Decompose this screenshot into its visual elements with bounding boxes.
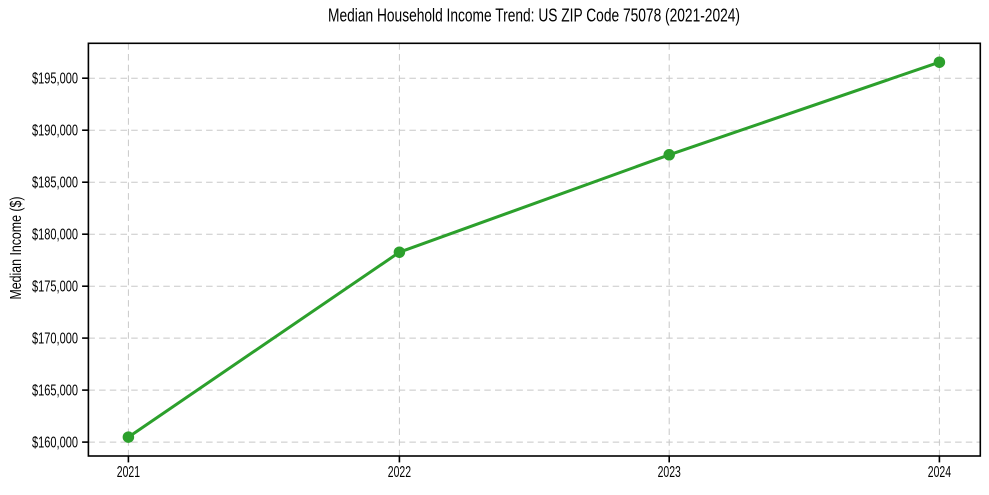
svg-text:$195,000: $195,000 [32,71,78,88]
svg-text:2021: 2021 [117,464,140,481]
svg-text:Median Income ($): Median Income ($) [8,197,25,300]
svg-text:2022: 2022 [388,464,411,481]
svg-text:$165,000: $165,000 [32,383,78,400]
svg-text:2024: 2024 [928,464,951,481]
svg-text:$160,000: $160,000 [32,435,78,452]
svg-text:$175,000: $175,000 [32,279,78,296]
svg-text:$185,000: $185,000 [32,175,78,192]
svg-text:$190,000: $190,000 [32,123,78,140]
svg-text:Median Household Income Trend:: Median Household Income Trend: US ZIP Co… [328,6,740,26]
svg-text:2023: 2023 [658,464,681,481]
svg-text:$170,000: $170,000 [32,331,78,348]
svg-text:$180,000: $180,000 [32,227,78,244]
